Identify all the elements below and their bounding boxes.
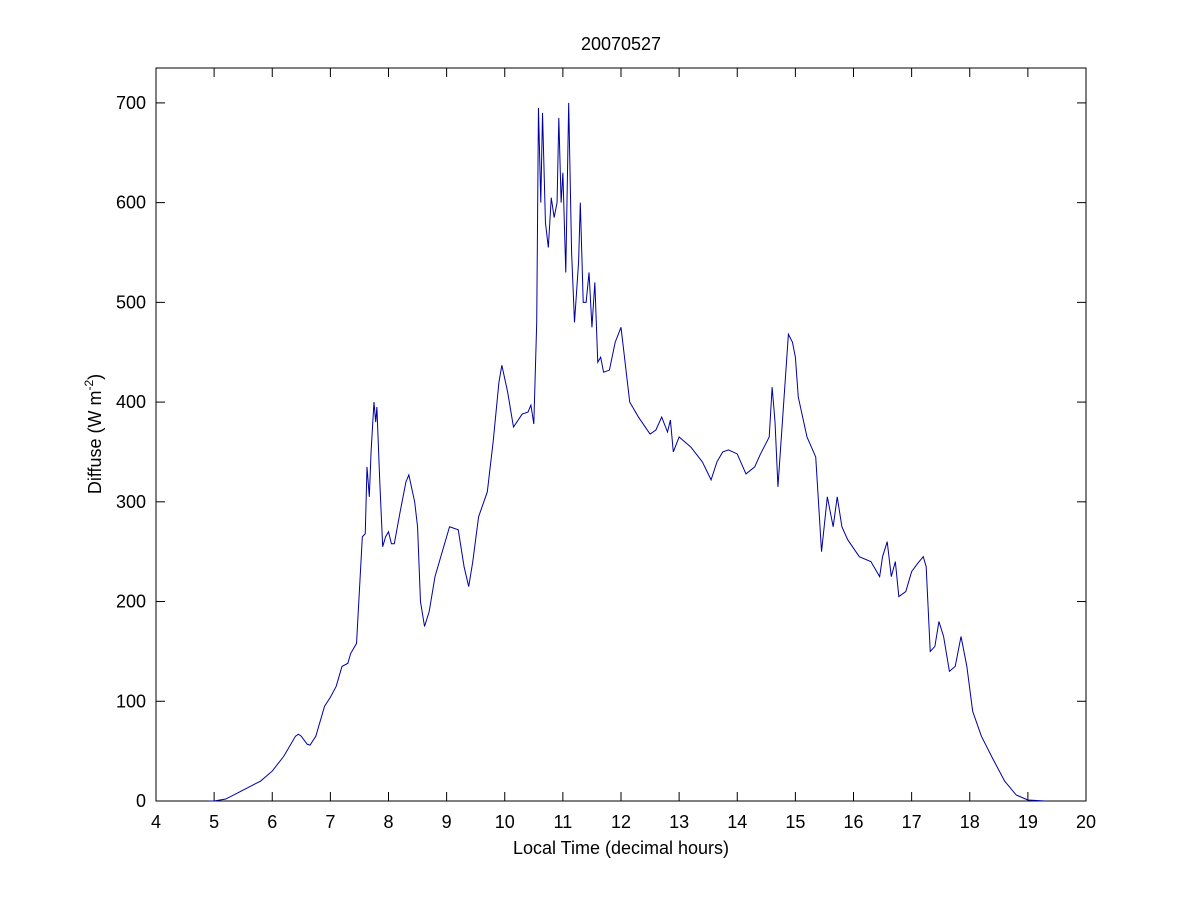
y-tick-label: 400 xyxy=(116,392,146,412)
x-tick-label: 14 xyxy=(727,812,747,832)
x-tick-label: 10 xyxy=(495,812,515,832)
x-axis-label: Local Time (decimal hours) xyxy=(513,838,729,858)
x-tick-label: 18 xyxy=(960,812,980,832)
y-tick-label: 500 xyxy=(116,292,146,312)
x-tick-label: 4 xyxy=(151,812,161,832)
x-tick-label: 17 xyxy=(902,812,922,832)
y-axis-label-part: ) xyxy=(85,374,105,380)
x-tick-label: 13 xyxy=(669,812,689,832)
x-tick-label: 8 xyxy=(383,812,393,832)
y-tick-label: 100 xyxy=(116,691,146,711)
y-axis-label-sup: -2 xyxy=(82,379,96,390)
y-axis-label-part: Diffuse (W m xyxy=(85,390,105,494)
x-tick-label: 15 xyxy=(785,812,805,832)
y-tick-label: 300 xyxy=(116,492,146,512)
x-tick-label: 19 xyxy=(1018,812,1038,832)
y-tick-label: 700 xyxy=(116,93,146,113)
y-tick-label: 600 xyxy=(116,193,146,213)
x-tick-label: 6 xyxy=(267,812,277,832)
chart-title: 20070527 xyxy=(581,34,661,54)
x-tick-label: 11 xyxy=(554,812,573,832)
y-tick-label: 0 xyxy=(136,791,146,811)
x-tick-label: 5 xyxy=(209,812,219,832)
y-tick-label: 200 xyxy=(116,592,146,612)
x-tick-label: 16 xyxy=(843,812,863,832)
data-line xyxy=(208,102,1046,802)
x-tick-label: 20 xyxy=(1076,812,1096,832)
x-tick-label: 7 xyxy=(325,812,335,832)
x-tick-label: 9 xyxy=(442,812,452,832)
x-tick-label: 12 xyxy=(611,812,631,832)
y-axis-label: Diffuse (W m-2) xyxy=(82,374,105,494)
